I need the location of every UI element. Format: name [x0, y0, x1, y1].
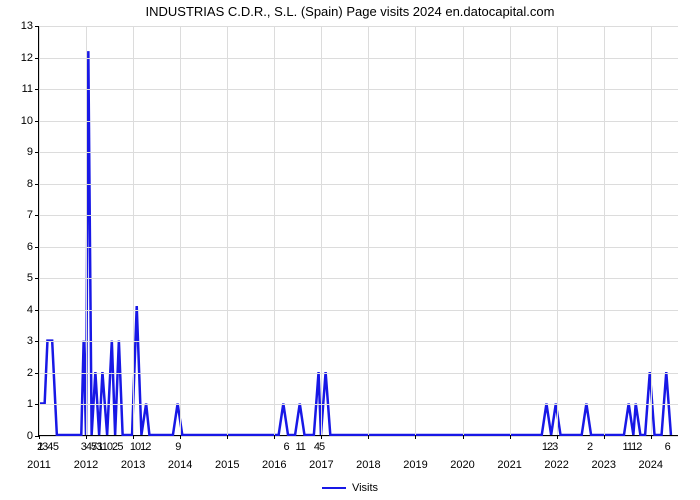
legend-swatch [322, 487, 346, 489]
ytick-label: 12 [11, 52, 33, 64]
xtick-minor-label: 123 [542, 441, 557, 453]
ytick-label: 0 [11, 430, 33, 442]
xtick-minor-row: 1234534573110251012961145123211126 [39, 441, 678, 455]
gridline-v [415, 26, 416, 435]
ytick-label: 6 [11, 241, 33, 253]
xtick-minor-label: 234 [37, 441, 52, 453]
gridline-h [39, 215, 678, 216]
xtick-mark [368, 435, 369, 439]
gridline-h [39, 184, 678, 185]
xtick-minor-label: 9 [175, 441, 180, 453]
xtick-year-label: 2019 [403, 459, 427, 471]
ytick-label: 5 [11, 272, 33, 284]
xtick-mark [39, 435, 40, 439]
gridline-v [368, 26, 369, 435]
gridline-h [39, 58, 678, 59]
xtick-minor-label: 1112 [623, 441, 642, 453]
gridline-v [510, 26, 511, 435]
xtick-mark [180, 435, 181, 439]
xtick-year-label: 2024 [639, 459, 663, 471]
xtick-year-label: 2011 [27, 459, 51, 471]
xtick-mark [651, 435, 652, 439]
ytick-label: 7 [11, 209, 33, 221]
gridline-v [463, 26, 464, 435]
xtick-mark [86, 435, 87, 439]
gridline-v [274, 26, 275, 435]
xtick-year-label: 2015 [215, 459, 239, 471]
chart-title: INDUSTRIAS C.D.R., S.L. (Spain) Page vis… [0, 4, 700, 19]
xtick-year-label: 2022 [544, 459, 568, 471]
gridline-h [39, 373, 678, 374]
ytick-label: 4 [11, 304, 33, 316]
xtick-year-label: 2016 [262, 459, 286, 471]
xtick-minor-label: 11 [295, 441, 304, 453]
xtick-year-label: 2017 [309, 459, 333, 471]
xtick-year-label: 2014 [168, 459, 192, 471]
ytick-label: 13 [11, 20, 33, 32]
gridline-h [39, 436, 678, 437]
xtick-mark [463, 435, 464, 439]
plot-area: 1234534573110251012961145123211126 01234… [38, 26, 678, 436]
xtick-mark [133, 435, 134, 439]
xtick-year-label: 2021 [497, 459, 521, 471]
xtick-mark [604, 435, 605, 439]
xtick-minor-label: 5 [53, 441, 58, 453]
ytick-label: 11 [11, 83, 33, 95]
ytick-label: 3 [11, 335, 33, 347]
xtick-minor-label: 2 [587, 441, 592, 453]
xtick-mark [557, 435, 558, 439]
xtick-minor-label: 1012 [130, 441, 150, 453]
xtick-year-label: 2020 [450, 459, 474, 471]
gridline-h [39, 152, 678, 153]
ytick-label: 9 [11, 146, 33, 158]
xtick-minor-label: 6 [665, 441, 670, 453]
ytick-label: 10 [11, 115, 33, 127]
gridline-v [86, 26, 87, 435]
xtick-year-label: 2023 [591, 459, 615, 471]
gridline-h [39, 310, 678, 311]
xtick-mark [274, 435, 275, 439]
xtick-mark [415, 435, 416, 439]
ytick-label: 2 [11, 367, 33, 379]
gridline-v [180, 26, 181, 435]
gridline-h [39, 278, 678, 279]
gridline-v [321, 26, 322, 435]
legend-label: Visits [352, 482, 378, 494]
xtick-minor-label: 1102 [97, 441, 117, 453]
xtick-mark [321, 435, 322, 439]
gridline-v [39, 26, 40, 435]
xtick-mark [510, 435, 511, 439]
xtick-year-label: 2018 [356, 459, 380, 471]
gridline-v [133, 26, 134, 435]
legend: Visits [0, 482, 700, 494]
gridline-h [39, 89, 678, 90]
ytick-label: 8 [11, 178, 33, 190]
gridline-v [557, 26, 558, 435]
xtick-minor-label: 5 [117, 441, 122, 453]
gridline-h [39, 341, 678, 342]
xtick-minor-label: 6 [283, 441, 288, 453]
xtick-year-label: 2013 [121, 459, 145, 471]
gridline-v [604, 26, 605, 435]
gridline-h [39, 404, 678, 405]
gridline-v [227, 26, 228, 435]
xtick-mark [227, 435, 228, 439]
gridline-h [39, 247, 678, 248]
xtick-year-label: 2012 [74, 459, 98, 471]
gridline-h [39, 121, 678, 122]
gridline-v [651, 26, 652, 435]
ytick-label: 1 [11, 398, 33, 410]
gridline-h [39, 26, 678, 27]
xtick-minor-label: 45 [314, 441, 324, 453]
